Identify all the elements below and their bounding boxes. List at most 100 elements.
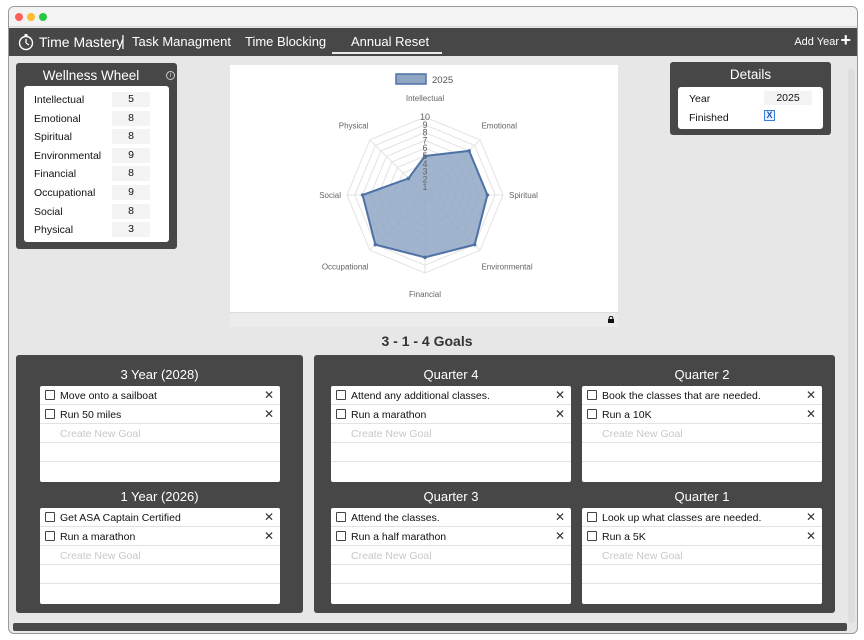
radar-tick-label: 6 (422, 143, 427, 153)
wellness-category-label: Financial (34, 168, 77, 181)
remove-goal-icon[interactable]: ✕ (263, 388, 274, 402)
goal-checkbox[interactable] (336, 512, 346, 522)
remove-goal-icon[interactable]: ✕ (263, 510, 274, 524)
goal-checkbox[interactable] (45, 531, 55, 541)
nav-time-blocking[interactable]: Time Blocking (245, 34, 327, 49)
year-field[interactable]: 2025 (764, 91, 812, 105)
radar-point[interactable] (360, 193, 365, 197)
radar-axis-label: Physical (339, 122, 369, 131)
remove-goal-icon[interactable]: ✕ (554, 388, 565, 402)
goal-text[interactable]: Run a marathon (351, 409, 427, 421)
wellness-row: Social 8 (24, 203, 169, 221)
wellness-score-field[interactable]: 8 (112, 129, 150, 145)
vertical-scrollbar[interactable] (848, 69, 855, 623)
goal-row: Run a 5K ✕ (582, 527, 822, 546)
goal-checkbox[interactable] (587, 409, 597, 419)
active-tab-indicator (332, 52, 442, 54)
empty-goal-row (582, 462, 822, 481)
legend-swatch[interactable] (395, 73, 427, 85)
goal-checkbox[interactable] (587, 512, 597, 522)
zoom-window-button[interactable] (39, 13, 47, 21)
radar-point[interactable] (472, 242, 477, 247)
finished-checkbox[interactable]: X (764, 110, 775, 121)
wellness-score-field[interactable]: 9 (112, 147, 150, 163)
create-goal-input[interactable]: Create New Goal (60, 428, 141, 440)
nav-annual-reset[interactable]: Annual Reset (351, 34, 430, 49)
goal-checkbox[interactable] (45, 409, 55, 419)
goal-checkbox[interactable] (587, 531, 597, 541)
wellness-category-label: Occupational (34, 187, 96, 199)
goal-row: Run a 10K ✕ (582, 405, 822, 424)
wellness-score-field[interactable]: 8 (112, 203, 150, 219)
empty-goal-row (40, 443, 280, 462)
empty-goal-row (331, 443, 571, 462)
add-year-button[interactable]: Add Year (794, 36, 839, 48)
radar-tick-label: 8 (422, 128, 427, 138)
radar-point[interactable] (467, 149, 471, 153)
new-goal-row: Create New Goal (582, 546, 822, 565)
goal-checkbox[interactable] (336, 531, 346, 541)
remove-goal-icon[interactable]: ✕ (554, 529, 565, 543)
goal-checkbox[interactable] (587, 390, 597, 400)
goal-text[interactable]: Run a 5K (602, 531, 646, 543)
goal-checkbox[interactable] (336, 390, 346, 400)
info-icon[interactable]: i (166, 71, 175, 80)
wellness-score-field[interactable]: 5 (112, 92, 150, 107)
remove-goal-icon[interactable]: ✕ (805, 388, 816, 402)
goal-text[interactable]: Get ASA Captain Certified (60, 512, 181, 524)
app-window: Time Mastery | Task Managment Time Block… (8, 6, 858, 634)
wellness-score-field[interactable]: 3 (112, 222, 150, 238)
new-goal-row: Create New Goal (40, 424, 280, 443)
goal-text[interactable]: Run 50 miles (60, 409, 122, 421)
lock-icon[interactable] (608, 316, 614, 323)
radar-point[interactable] (485, 193, 490, 197)
minimize-window-button[interactable] (27, 13, 35, 21)
create-goal-input[interactable]: Create New Goal (60, 550, 141, 562)
details-card: Year 2025 Finished X (678, 87, 823, 129)
goal-text[interactable]: Look up what classes are needed. (602, 512, 762, 524)
goal-text[interactable]: Attend the classes. (351, 512, 440, 524)
quarterly-goals-panel: Quarter 4 Attend any additional classes.… (314, 355, 835, 613)
create-goal-input[interactable]: Create New Goal (351, 550, 432, 562)
plus-icon[interactable]: + (840, 30, 851, 50)
wellness-category-label: Emotional (34, 112, 81, 125)
create-goal-input[interactable]: Create New Goal (602, 428, 683, 440)
remove-goal-icon[interactable]: ✕ (263, 407, 274, 421)
goals-heading: 3 - 1 - 4 Goals (381, 333, 473, 349)
radar-point[interactable] (373, 242, 378, 247)
radar-point[interactable] (423, 154, 427, 158)
radar-point[interactable] (406, 176, 411, 181)
radar-point[interactable] (423, 255, 427, 260)
goal-text[interactable]: Run a 10K (602, 409, 652, 421)
new-goal-row: Create New Goal (331, 546, 571, 565)
quarter-1-goal-list: Look up what classes are needed. ✕ Run a 5… (582, 508, 822, 604)
goal-row: Attend the classes. ✕ (331, 508, 571, 527)
remove-goal-icon[interactable]: ✕ (805, 510, 816, 524)
remove-goal-icon[interactable]: ✕ (554, 407, 565, 421)
goal-text[interactable]: Book the classes that are needed. (602, 390, 761, 402)
create-goal-input[interactable]: Create New Goal (602, 550, 683, 562)
empty-goal-row (40, 584, 280, 603)
legend-label[interactable]: 2025 (432, 75, 453, 86)
remove-goal-icon[interactable]: ✕ (805, 407, 816, 421)
wellness-score-field[interactable]: 8 (112, 166, 150, 182)
goal-checkbox[interactable] (45, 512, 55, 522)
remove-goal-icon[interactable]: ✕ (805, 529, 816, 543)
goal-checkbox[interactable] (45, 390, 55, 400)
details-panel: Details Year 2025 Finished X (670, 62, 831, 135)
goal-text[interactable]: Move onto a sailboat (60, 390, 157, 402)
wellness-row: Environmental 9 (24, 147, 169, 165)
remove-goal-icon[interactable]: ✕ (554, 510, 565, 524)
remove-goal-icon[interactable]: ✕ (263, 529, 274, 543)
goal-text[interactable]: Run a half marathon (351, 531, 447, 543)
app-brand[interactable]: Time Mastery (39, 34, 124, 50)
wellness-score-field[interactable]: 8 (112, 110, 150, 126)
radar-tick-label: 4 (422, 159, 427, 169)
goal-text[interactable]: Attend any additional classes. (351, 390, 490, 402)
create-goal-input[interactable]: Create New Goal (351, 428, 432, 440)
wellness-score-field[interactable]: 9 (112, 185, 150, 200)
goal-checkbox[interactable] (336, 409, 346, 419)
goal-text[interactable]: Run a marathon (60, 531, 136, 543)
nav-task-management[interactable]: Task Managment (132, 34, 231, 49)
close-window-button[interactable] (15, 13, 23, 21)
